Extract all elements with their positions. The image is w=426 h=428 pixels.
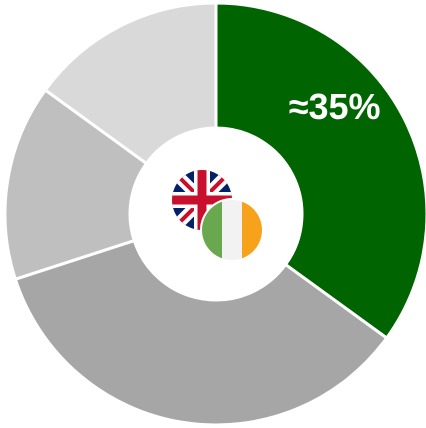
slices xyxy=(3,1,426,427)
ireland-flag-icon xyxy=(202,200,262,260)
value-label: ≈35% xyxy=(289,86,381,127)
